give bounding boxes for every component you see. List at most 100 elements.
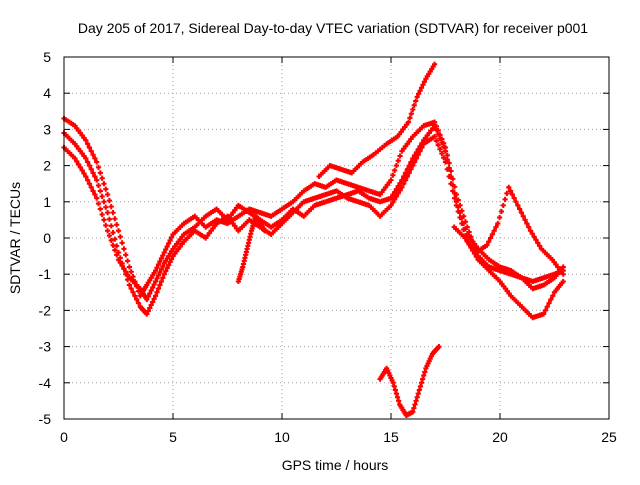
- data-point: [457, 210, 463, 216]
- data-point: [148, 287, 154, 294]
- data-point: [168, 256, 175, 262]
- data-point: [414, 94, 420, 100]
- axis-ticks: 0 5 10 15 20 25 -5 -4 -3 -2 -1 0 1 2 3 4 5: [39, 49, 617, 445]
- data-point: [413, 398, 419, 404]
- data-point: [487, 235, 494, 241]
- data-point: [166, 262, 172, 268]
- y-tick-label: -1: [39, 266, 52, 282]
- data-point: [101, 199, 107, 205]
- data-point: [518, 210, 525, 216]
- data-point: [121, 246, 127, 252]
- data-point: [420, 82, 426, 88]
- data-point: [117, 234, 123, 240]
- data-point: [151, 296, 157, 302]
- data-point: [486, 239, 492, 245]
- data-point: [123, 252, 129, 258]
- data-point: [105, 191, 111, 198]
- data-point: [99, 211, 105, 218]
- series-track-5: [377, 344, 442, 418]
- data-point: [435, 131, 441, 137]
- data-point: [461, 220, 467, 227]
- data-point: [484, 242, 490, 248]
- data-point: [103, 186, 109, 192]
- data-point: [72, 155, 78, 161]
- data-point: [446, 160, 452, 166]
- data-point: [77, 164, 83, 171]
- data-point: [167, 259, 173, 265]
- data-point: [121, 266, 127, 272]
- series-track-3: [61, 123, 566, 303]
- data-point: [124, 258, 131, 264]
- data-point: [422, 369, 428, 375]
- data-point: [560, 271, 566, 277]
- data-point: [110, 229, 116, 236]
- data-point: [390, 380, 396, 386]
- data-point: [164, 265, 170, 271]
- data-point: [94, 177, 100, 183]
- data-point: [101, 217, 107, 223]
- data-point: [390, 199, 396, 206]
- data-point: [419, 140, 425, 146]
- data-point: [85, 159, 91, 165]
- data-point: [160, 252, 166, 259]
- data-point: [448, 173, 454, 180]
- data-point: [506, 184, 512, 190]
- data-point: [261, 228, 268, 234]
- data-point: [95, 164, 102, 171]
- data-point: [520, 213, 526, 219]
- data-point: [417, 143, 423, 149]
- data-point: [446, 165, 452, 171]
- data-point: [444, 156, 450, 163]
- data-point: [101, 181, 107, 187]
- data-point: [154, 289, 160, 295]
- data-point: [85, 141, 91, 147]
- data-point: [86, 144, 93, 151]
- data-point: [155, 286, 162, 292]
- data-point: [157, 258, 163, 265]
- y-axis-label: SDTVAR / TECUs: [7, 182, 23, 294]
- data-point: [399, 177, 405, 183]
- data-point: [94, 195, 100, 201]
- data-point: [498, 208, 505, 215]
- data-point: [79, 167, 85, 174]
- data-point: [75, 161, 82, 167]
- y-tick-label: -2: [39, 302, 52, 318]
- data-point: [397, 187, 403, 193]
- data-point: [415, 146, 421, 152]
- data-point: [106, 197, 113, 204]
- data-point: [81, 170, 87, 177]
- data-point: [154, 275, 160, 282]
- data-point: [83, 173, 89, 180]
- data-point: [437, 146, 443, 152]
- data-point: [511, 195, 517, 201]
- data-point: [393, 186, 400, 192]
- series-track-6: [451, 184, 566, 277]
- series-track-4: [316, 61, 438, 180]
- data-point: [155, 261, 162, 268]
- data-point: [522, 217, 528, 223]
- data-point: [388, 202, 394, 209]
- data-point: [168, 234, 175, 240]
- data-point: [393, 391, 400, 397]
- data-point: [495, 220, 501, 227]
- data-point: [393, 163, 400, 169]
- data-point: [529, 231, 535, 237]
- x-tick-label: 15: [383, 429, 399, 445]
- data-point: [390, 192, 396, 198]
- data-points: [61, 61, 566, 418]
- data-point: [112, 236, 118, 242]
- data-point: [115, 257, 122, 263]
- data-point: [441, 155, 447, 161]
- data-point: [119, 263, 125, 269]
- data-point: [404, 166, 410, 172]
- data-point: [402, 170, 409, 176]
- data-point: [108, 237, 114, 244]
- data-point: [417, 88, 423, 94]
- data-point: [491, 228, 497, 234]
- data-point: [95, 201, 102, 207]
- data-point: [546, 300, 552, 306]
- chart-title: Day 205 of 2017, Sidereal Day-to-day VTE…: [78, 20, 588, 36]
- data-point: [535, 240, 541, 246]
- data-point: [395, 183, 401, 189]
- data-point: [158, 266, 164, 272]
